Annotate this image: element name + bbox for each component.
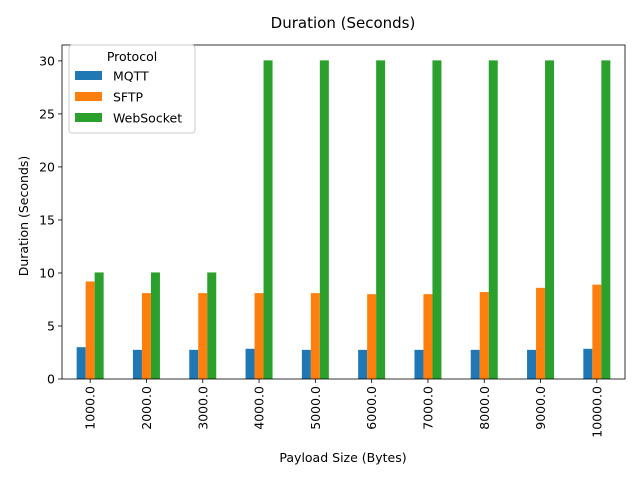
x-tick-label: 5000.0: [308, 386, 323, 430]
bar-mqtt-2000.0: [132, 349, 142, 379]
x-axis: 1000.0 2000.0 3000.0 4000.0 5000.0 6000.0 7000…: [83, 379, 604, 438]
bar-websocket-7000.0: [432, 60, 442, 379]
bar-websocket-8000.0: [488, 60, 498, 379]
y-tick-label: 20: [39, 159, 55, 174]
bar-sftp-9000.0: [536, 287, 546, 379]
bar-websocket-1000.0: [94, 272, 104, 379]
x-tick-label: 2000.0: [139, 386, 154, 430]
bar-sftp-10000.0: [592, 284, 602, 379]
y-tick-label: 5: [47, 318, 55, 333]
legend-label-sftp: SFTP: [113, 90, 144, 105]
bar-sftp-5000.0: [310, 293, 320, 379]
x-tick-label: 1000.0: [83, 386, 98, 430]
bar-mqtt-8000.0: [470, 349, 480, 379]
bar-mqtt-6000.0: [358, 349, 368, 379]
legend-swatch-websocket: [75, 113, 102, 122]
x-axis-label: Payload Size (Bytes): [279, 450, 406, 465]
bar-sftp-2000.0: [141, 293, 151, 379]
legend: Protocol MQTT SFTP WebSocket: [68, 44, 196, 134]
y-tick-label: 30: [39, 53, 55, 68]
bar-websocket-5000.0: [319, 60, 329, 379]
bar-sftp-4000.0: [254, 293, 264, 379]
bar-websocket-3000.0: [207, 272, 217, 379]
bar-mqtt-7000.0: [414, 349, 424, 379]
x-tick-label: 6000.0: [364, 386, 379, 430]
x-tick-label: 3000.0: [195, 386, 210, 430]
bar-sftp-7000.0: [423, 294, 433, 379]
bar-mqtt-3000.0: [189, 349, 199, 379]
y-axis: 0 5 10 15 20 25 30: [39, 53, 62, 387]
bar-mqtt-1000.0: [76, 347, 86, 379]
bar-mqtt-4000.0: [245, 348, 255, 379]
plot-area-frame: [61, 44, 626, 380]
bar-websocket-10000.0: [601, 60, 611, 379]
legend-label-mqtt: MQTT: [113, 69, 149, 84]
y-tick-label: 10: [39, 265, 55, 280]
bar-sftp-6000.0: [367, 294, 377, 379]
bar-mqtt-9000.0: [527, 349, 537, 379]
bar-mqtt-5000.0: [301, 349, 311, 379]
legend-swatch-mqtt: [75, 71, 102, 80]
legend-swatch-sftp: [75, 92, 102, 101]
x-tick-label: 7000.0: [420, 386, 435, 430]
y-axis-label: Duration (Seconds): [16, 156, 31, 277]
bar-websocket-9000.0: [545, 60, 555, 379]
x-tick-label: 10000.0: [589, 386, 604, 438]
legend-title: Protocol: [107, 49, 157, 64]
y-tick-label: 15: [39, 212, 55, 227]
y-tick-label: 25: [39, 106, 55, 121]
bar-sftp-3000.0: [198, 293, 208, 379]
x-tick-label: 4000.0: [252, 386, 267, 430]
legend-box: [68, 44, 196, 134]
bar-websocket-2000.0: [150, 272, 160, 379]
chart-title: Duration (Seconds): [271, 14, 416, 32]
bar-sftp-8000.0: [479, 292, 489, 379]
legend-label-websocket: WebSocket: [113, 111, 182, 126]
x-tick-label: 9000.0: [533, 386, 548, 430]
bars-group: [76, 60, 611, 379]
bar-websocket-4000.0: [263, 60, 273, 379]
bar-mqtt-10000.0: [583, 348, 593, 379]
y-tick-label: 0: [47, 372, 55, 387]
bar-sftp-1000.0: [85, 281, 95, 379]
bar-websocket-6000.0: [376, 60, 386, 379]
x-tick-label: 8000.0: [477, 386, 492, 430]
